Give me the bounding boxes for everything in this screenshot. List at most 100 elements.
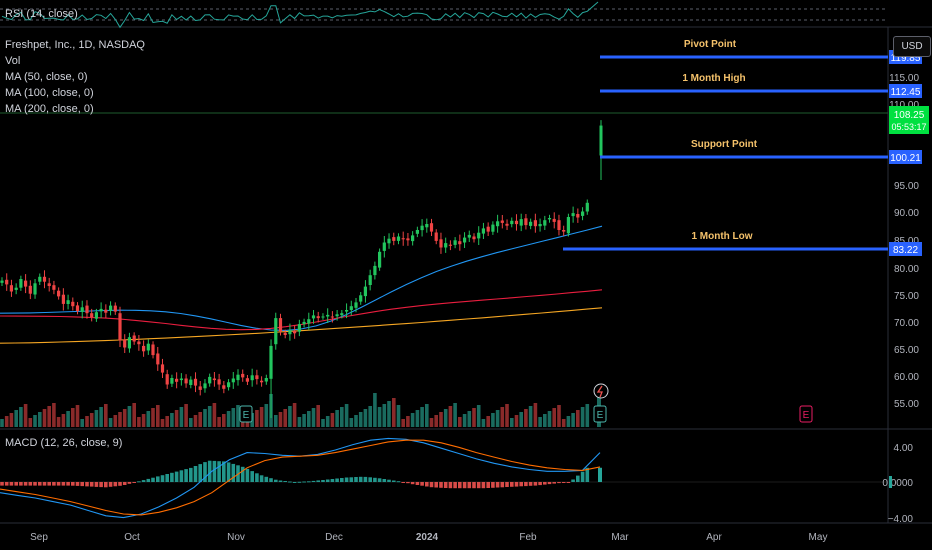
macd-badge [889, 476, 892, 488]
candle-body [373, 265, 377, 276]
macd-legend[interactable]: MACD (12, 26, close, 9) [5, 437, 123, 449]
macd-histogram-bar [514, 482, 519, 487]
macd-histogram-bar [94, 482, 99, 487]
price-axis: 55.00 60.00 65.00 70.00 75.00 80.00 85.00 90.00… [882, 73, 919, 525]
volume-bar [9, 413, 14, 427]
volume-bar [377, 407, 382, 427]
macd-histogram-bar [519, 482, 523, 487]
candle-body [57, 290, 61, 297]
currency-button[interactable]: USD [893, 36, 931, 57]
candle-body [481, 228, 485, 234]
volume-bar [363, 409, 368, 427]
volume-bar [543, 414, 547, 427]
time-tick-label: Sep [30, 532, 48, 543]
volume-bar [491, 413, 495, 427]
candle-body [557, 220, 561, 230]
macd-histogram-bar [217, 461, 221, 482]
macd-histogram-bar [340, 478, 344, 482]
volume-bar [274, 415, 278, 427]
macd-histogram-bar [481, 482, 486, 489]
macd-histogram-bar [344, 477, 349, 482]
volume-bar [0, 419, 4, 427]
level-label: Pivot Point [684, 39, 737, 50]
candle-body [486, 226, 490, 232]
candle-body [245, 378, 249, 382]
candle-body [28, 285, 32, 294]
candle-body [429, 223, 434, 232]
volume-bar [552, 408, 556, 427]
macd-histogram-bar [566, 482, 571, 483]
volume-bar [425, 404, 429, 427]
macd-histogram-bar [321, 480, 325, 482]
volume-bar [505, 404, 509, 427]
macd-histogram-bar [580, 471, 585, 482]
candle-body [278, 318, 283, 332]
volume-bar [439, 412, 443, 427]
volume-bar [533, 403, 538, 427]
candle-body [203, 383, 207, 389]
volume-bar [104, 404, 108, 427]
volume-bar [203, 409, 207, 427]
symbol-legend[interactable]: Freshpet, Inc., 1D, NASDAQ [5, 39, 145, 51]
macd-histogram-bar [108, 482, 113, 487]
candle-body [448, 244, 452, 246]
macd-histogram-bar [547, 482, 552, 485]
volume-bar [316, 405, 320, 427]
macd-histogram-bar [425, 482, 429, 487]
price-tick-label: 75.00 [894, 291, 919, 302]
macd-histogram-bar [146, 478, 151, 482]
macd-histogram-bar [203, 462, 207, 482]
macd-histogram-bar [377, 478, 382, 482]
macd-histogram-bar [14, 482, 18, 486]
level-price-badge-label: 112.45 [891, 87, 921, 98]
candle-body [66, 300, 70, 304]
macd-histogram-bar [184, 469, 188, 482]
volume-bar [453, 403, 457, 427]
candle-body [175, 378, 179, 382]
volume-bar [292, 403, 297, 427]
macd-histogram-bar [42, 482, 47, 486]
volume-bar [467, 411, 472, 427]
candle-body [340, 313, 344, 316]
volume-bar [330, 413, 335, 427]
price-tick-label: 80.00 [894, 264, 919, 275]
macd-line [0, 437, 601, 519]
volume-bar [349, 418, 354, 427]
candle-body [571, 213, 575, 217]
volume-bar [307, 411, 311, 427]
candle-body [345, 310, 349, 312]
volume-bar [231, 408, 236, 427]
macd-histogram-bar [165, 474, 169, 482]
volume-bar [576, 410, 580, 427]
volume-bar [340, 407, 344, 427]
macd-histogram-bar [170, 472, 174, 482]
candle-body [208, 376, 212, 384]
ma100-legend[interactable]: MA (100, close, 0) [5, 87, 94, 99]
macd-histogram-bar [510, 482, 514, 487]
macd-histogram-bar [382, 479, 387, 482]
macd-histogram-bar [198, 464, 202, 482]
candle-body [85, 305, 89, 314]
macd-histogram-bar [89, 482, 94, 487]
volume-bar [137, 417, 141, 427]
time-tick-label: 2024 [416, 532, 439, 543]
volume-bar [217, 417, 221, 427]
volume-bar [524, 409, 528, 427]
volume-bar [75, 405, 80, 427]
rsi-legend[interactable]: RSI (14, close) [5, 8, 78, 20]
candle-body [123, 339, 127, 348]
ma200-legend[interactable]: MA (200, close, 0) [5, 103, 94, 115]
volume-legend[interactable]: Vol [5, 55, 21, 67]
price-tick-label: 60.00 [894, 372, 919, 383]
macd-histogram-bar [193, 466, 198, 482]
level-label: 1 Month High [682, 73, 745, 84]
volume-bar [170, 413, 174, 427]
candle-body [510, 220, 514, 225]
time-axis: Sep Oct Nov Dec 2024 Feb Mar Apr May [30, 532, 827, 543]
ma50-legend[interactable]: MA (50, close, 0) [5, 71, 88, 83]
macd-histogram-bar [52, 482, 56, 486]
time-tick-label: Mar [611, 532, 629, 543]
candle-body [514, 220, 519, 225]
candle-body [222, 385, 226, 389]
